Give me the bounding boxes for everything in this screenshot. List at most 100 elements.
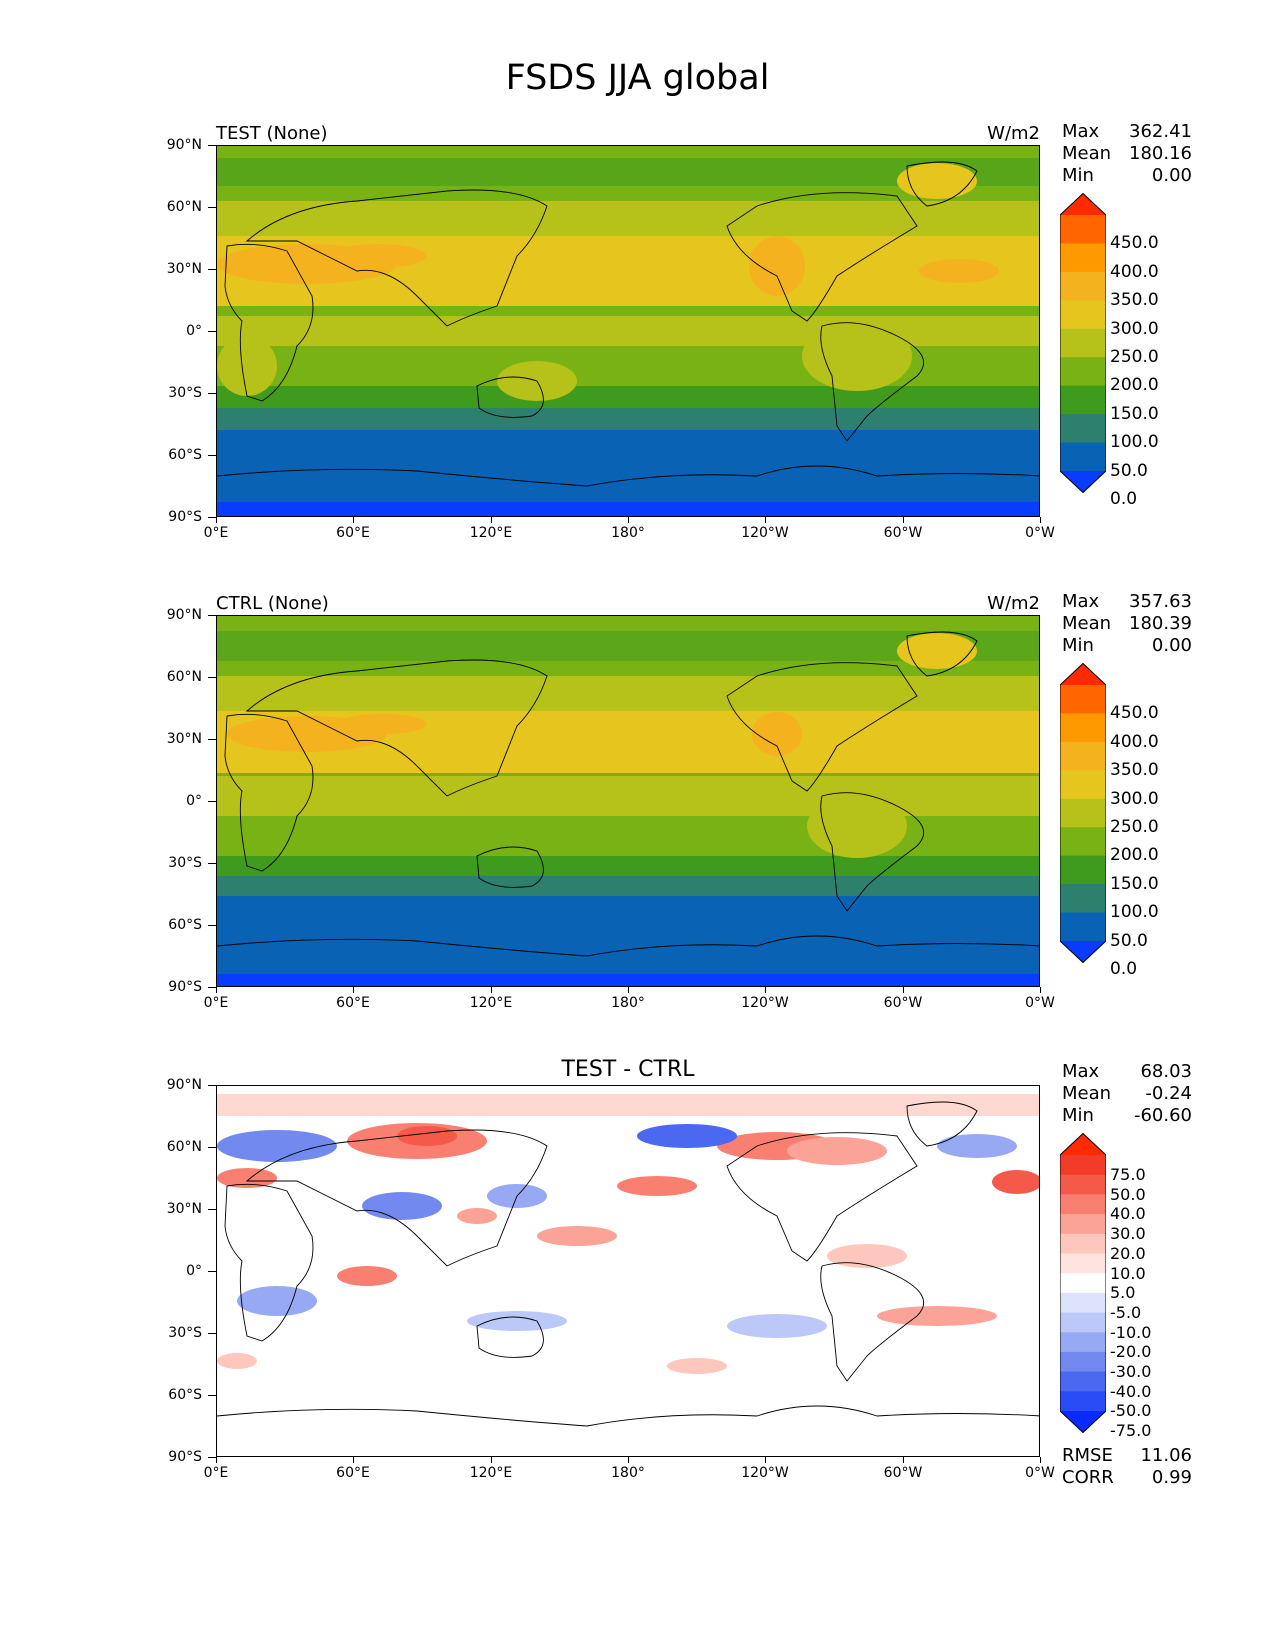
stat-max: 68.03: [1140, 1061, 1192, 1082]
xtick-label: 180°: [611, 1465, 645, 1481]
xtick-mark: [353, 1457, 355, 1463]
colorbar-segment: [1060, 328, 1106, 358]
ytick-label: 30°S: [168, 1325, 202, 1341]
colorbar-segment: [1060, 855, 1106, 885]
ytick-mark: [208, 1209, 216, 1210]
colorbar-segment: [1060, 713, 1106, 743]
ytick-label: 60°S: [168, 917, 202, 933]
xtick-mark: [353, 517, 355, 523]
colorbar-tick-label: 300.0: [1110, 318, 1159, 339]
colorbar-segment: [1060, 357, 1106, 387]
colorbar-segment: [1060, 300, 1106, 330]
colorbar-tick-label: 50.0: [1110, 1184, 1146, 1204]
colorbar-segment: [1060, 1312, 1106, 1333]
ytick-label: 90°S: [168, 509, 202, 525]
colorbar-segment: [1060, 442, 1106, 472]
ytick-mark: [208, 1395, 216, 1396]
colorbar-tick-label: 350.0: [1110, 290, 1159, 311]
xtick-mark: [902, 517, 904, 523]
stat-min-label: Min: [1062, 165, 1094, 186]
colorbar-tick-label: 50.0: [1110, 930, 1148, 951]
ytick-label: 0°: [186, 1263, 202, 1279]
stats-box: Max 68.03 Mean -0.24 Min -60.60: [1062, 1061, 1192, 1127]
corr-label: CORR: [1062, 1467, 1114, 1488]
xtick-label: 0°E: [203, 525, 229, 541]
colorbar-segment: [1060, 414, 1106, 444]
stat-min: 0.00: [1151, 165, 1192, 186]
field-map: [217, 146, 1039, 516]
ytick-mark: [208, 393, 216, 394]
xtick-mark: [216, 517, 217, 523]
colorbar-segment: [1060, 1194, 1106, 1215]
colorbar-tick-label: 450.0: [1110, 703, 1159, 724]
colorbar-tick-label: 0.0: [1110, 489, 1138, 510]
colorbar-segment: [1060, 827, 1106, 857]
colorbar-segment: [1060, 1174, 1106, 1195]
stat-mean: 180.39: [1129, 613, 1192, 634]
colorbar-tick-label: 200.0: [1110, 845, 1159, 866]
colorbar-tick-label: -10.0: [1110, 1322, 1152, 1342]
xtick-label: 60°W: [883, 995, 923, 1011]
xtick-mark: [490, 517, 492, 523]
colorbar-segment: [1060, 1332, 1106, 1353]
xtick-mark: [765, 1457, 767, 1463]
xtick-mark: [628, 987, 629, 993]
corr-value: 0.99: [1151, 1467, 1192, 1488]
colorbar-segment: [1060, 685, 1106, 714]
stat-max-label: Max: [1062, 1061, 1100, 1082]
ytick-label: 60°N: [166, 669, 202, 685]
xtick-label: 0°W: [1025, 995, 1055, 1011]
ytick-mark: [208, 1085, 216, 1086]
ytick-label: 30°N: [166, 261, 202, 277]
stat-mean-label: Mean: [1062, 613, 1112, 634]
colorbar-tick-label: -50.0: [1110, 1401, 1152, 1421]
colorbar-segment: [1060, 912, 1106, 942]
xtick-mark: [628, 1457, 629, 1463]
xtick-mark: [490, 1457, 492, 1463]
colorbar: [1060, 663, 1106, 963]
stat-mean-label: Mean: [1062, 143, 1112, 164]
colorbar-tick-label: -30.0: [1110, 1362, 1152, 1381]
xtick-label: 120°W: [741, 1465, 789, 1481]
xtick-label: 0°E: [203, 995, 229, 1011]
ytick-label: 90°S: [168, 979, 202, 995]
ytick-label: 90°N: [166, 607, 202, 623]
stat-max-label: Max: [1062, 121, 1100, 142]
xtick-label: 120°E: [469, 1465, 513, 1481]
ytick-mark: [208, 677, 216, 678]
xtick-mark: [628, 517, 629, 523]
figure-title: FSDS JJA global: [505, 58, 770, 98]
xtick-label: 60°E: [336, 525, 370, 541]
stats-box: Max 362.41 Mean 180.16 Min 0.00: [1062, 121, 1192, 187]
colorbar-tick-label: 200.0: [1110, 375, 1159, 396]
stat-mean: -0.24: [1145, 1083, 1192, 1104]
colorbar-segment: [1060, 385, 1106, 415]
colorbar-tick-label: 100.0: [1110, 902, 1159, 923]
xtick-mark: [902, 1457, 904, 1463]
footer-stats: RMSE 11.06 CORR 0.99: [1062, 1445, 1192, 1489]
ytick-mark: [208, 1333, 216, 1334]
colorbar-tick-label: 30.0: [1110, 1224, 1146, 1244]
xtick-mark: [353, 987, 355, 993]
map-ctrl: [216, 615, 1040, 987]
ytick-mark: [208, 517, 216, 518]
ytick-mark: [208, 145, 216, 146]
colorbar-extend-min: [1060, 471, 1106, 493]
ytick-label: 30°S: [168, 385, 202, 401]
ytick-label: 0°: [186, 793, 202, 809]
xtick-mark: [765, 517, 767, 523]
xtick-label: 120°E: [469, 525, 513, 541]
colorbar-segment: [1060, 884, 1106, 914]
xtick-label: 60°E: [336, 995, 370, 1011]
colorbar-extend-min: [1060, 1411, 1106, 1433]
ytick-mark: [208, 1147, 216, 1148]
xtick-label: 60°E: [336, 1465, 370, 1481]
colorbar-tick-label: 50.0: [1110, 460, 1148, 481]
colorbar-extend-max: [1060, 193, 1106, 215]
xtick-mark: [216, 1457, 217, 1463]
colorbar-tick-label: 400.0: [1110, 731, 1159, 752]
panel-diff: TEST - CTRL: [0, 1057, 1275, 1535]
panel-title: TEST (None): [216, 123, 328, 144]
xtick-label: 120°W: [741, 995, 789, 1011]
stat-mean-label: Mean: [1062, 1083, 1112, 1104]
